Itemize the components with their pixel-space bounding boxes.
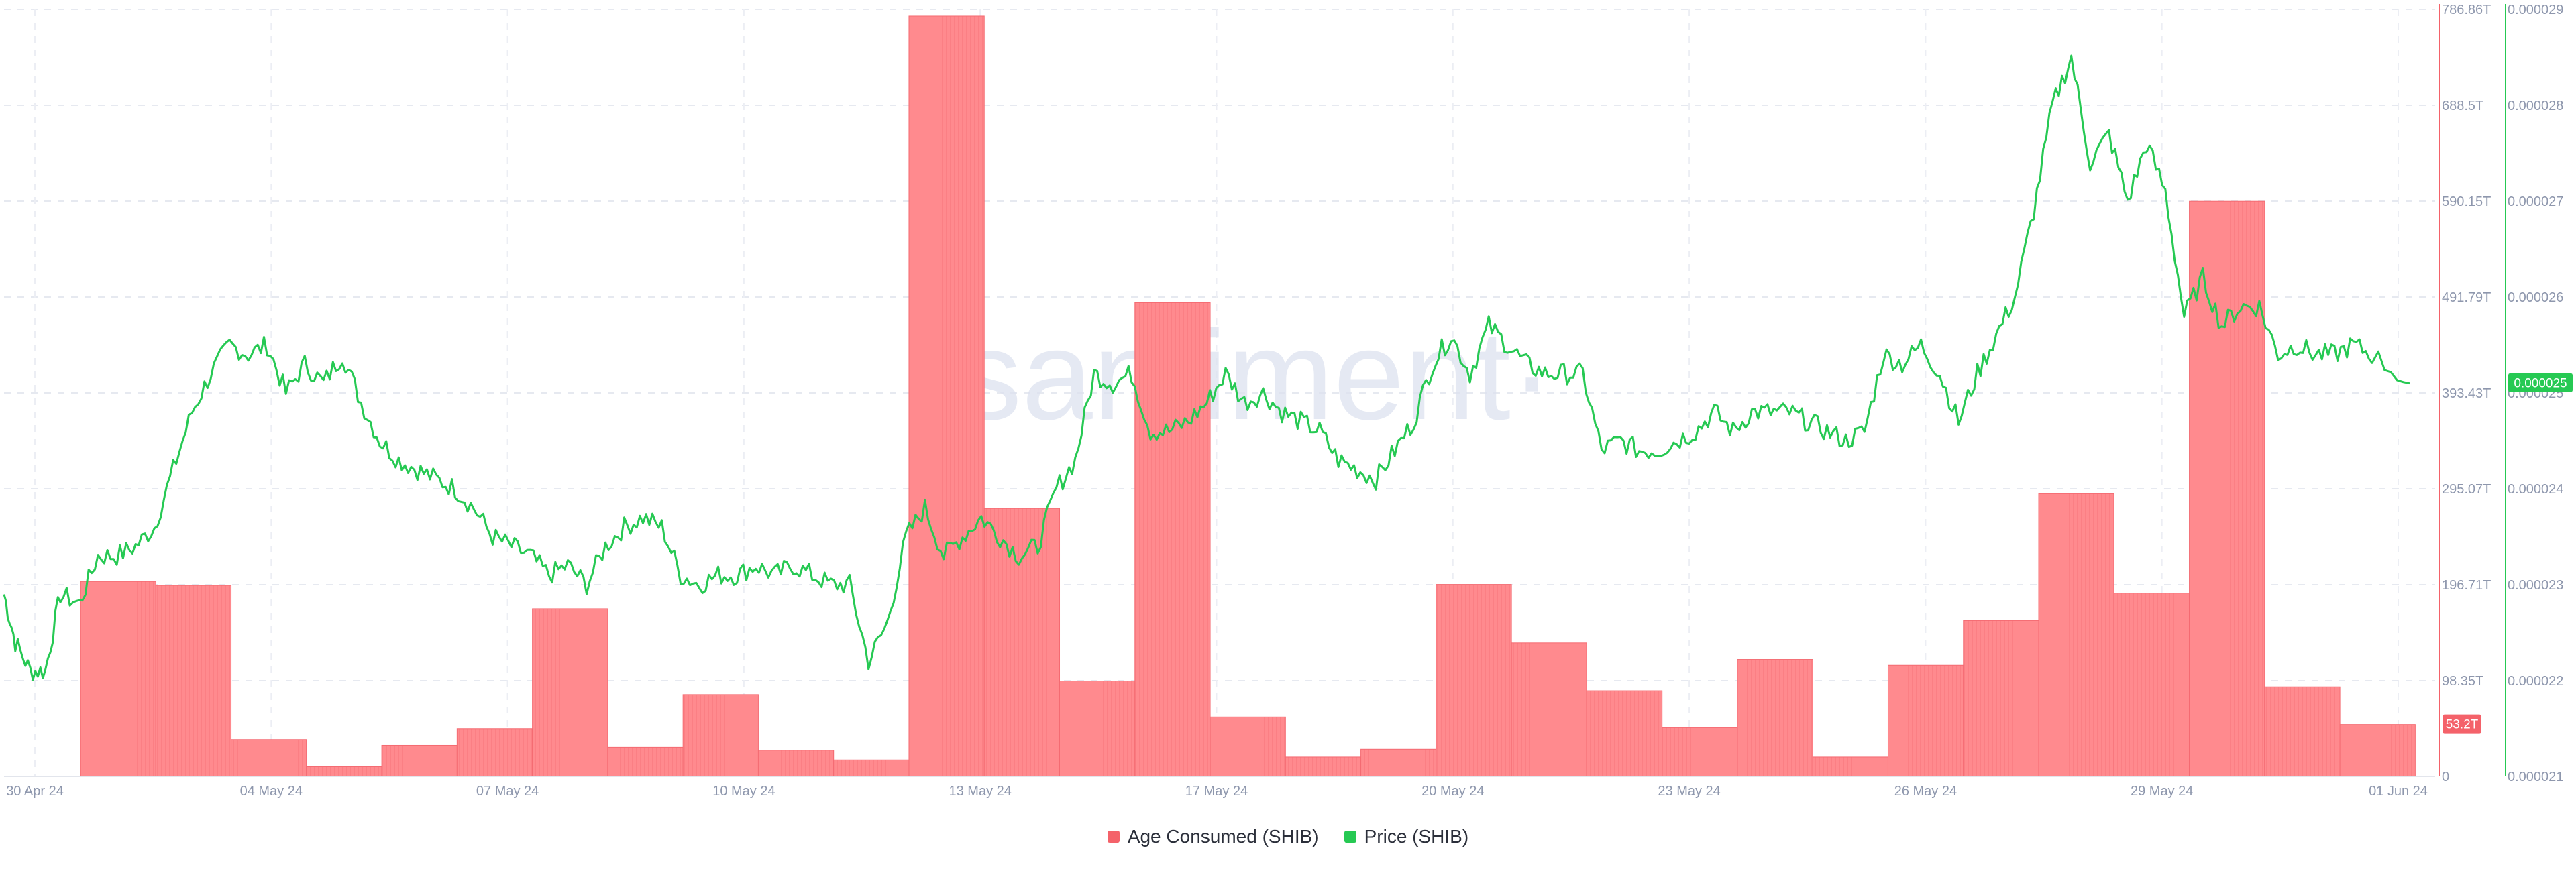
age-consumed-bar-texture xyxy=(984,508,1060,776)
age-consumed-bar-texture xyxy=(2264,687,2341,776)
right-axis-tick-label: 0.000026 xyxy=(2508,290,2563,305)
right-axis-tick-label: 0.000029 xyxy=(2508,3,2563,17)
axis-layer: 0 98.35T 196.71T 295.07T 393.43T 491.79T 590.1… xyxy=(4,3,2573,799)
age-consumed-bar-texture xyxy=(2039,493,2114,776)
price-current-value: 0.000025 xyxy=(2514,377,2567,391)
left-axis-tick-label: 393.43T xyxy=(2442,386,2491,401)
age-consumed-bar-texture xyxy=(1963,620,2039,776)
x-axis-tick-label: 13 May 24 xyxy=(949,784,1012,799)
price-current-badge xyxy=(2508,373,2573,392)
age-consumed-bar-texture xyxy=(306,766,382,776)
legend-item-price[interactable]: Price (SHIB) xyxy=(1344,826,1469,848)
x-axis-tick-label: 26 May 24 xyxy=(1894,784,1957,799)
left-axis-tick-label: 491.79T xyxy=(2442,290,2491,305)
price-line xyxy=(3,54,2410,681)
grid-layer xyxy=(4,9,2435,776)
age-consumed-current-badge xyxy=(2443,714,2481,734)
age-consumed-bar-texture xyxy=(2189,201,2265,776)
age-consumed-bar-texture xyxy=(833,760,909,776)
age-consumed-bar-texture xyxy=(156,585,231,776)
age-consumed-bar-texture xyxy=(1662,727,1737,776)
age-consumed-bar-texture xyxy=(2340,724,2416,776)
santiment-watermark: ·santiment· xyxy=(916,304,1553,447)
age-consumed-bar-texture xyxy=(2114,593,2190,776)
x-axis-tick-label: 29 May 24 xyxy=(2131,784,2193,799)
age-consumed-bar-texture xyxy=(683,694,759,776)
age-consumed-bar-texture xyxy=(382,745,458,776)
legend-item-age-consumed[interactable]: Age Consumed (SHIB) xyxy=(1107,826,1319,848)
age-consumed-bar-texture xyxy=(1511,642,1587,776)
price-swatch xyxy=(1344,831,1356,843)
age-consumed-bar-texture xyxy=(80,581,156,776)
left-axis-tick-label: 98.35T xyxy=(2442,674,2483,689)
legend-label-price: Price (SHIB) xyxy=(1364,826,1469,847)
right-axis-tick-label: 0.000022 xyxy=(2508,674,2563,689)
x-axis-tick-label: 23 May 24 xyxy=(1658,784,1720,799)
x-axis-tick-label: 30 Apr 24 xyxy=(6,784,64,799)
x-axis-tick-label: 04 May 24 xyxy=(240,784,303,799)
legend-label-age-consumed: Age Consumed (SHIB) xyxy=(1127,826,1319,847)
left-axis-tick-label: 688.5T xyxy=(2442,99,2483,113)
age-consumed-bar-texture xyxy=(1360,749,1436,776)
left-axis-tick-label: 295.07T xyxy=(2442,482,2491,497)
right-axis-tick-label: 0.000028 xyxy=(2508,99,2563,113)
right-axis-tick-label: 0.000021 xyxy=(2508,770,2563,784)
age-consumed-bar-texture xyxy=(1134,302,1211,777)
age-consumed-current-value: 53.2T xyxy=(2446,718,2479,732)
age-consumed-bar-texture xyxy=(1436,584,1512,776)
age-consumed-bar-texture xyxy=(457,728,533,776)
age-consumed-swatch xyxy=(1107,831,1120,843)
age-consumed-bar-texture xyxy=(1813,756,1888,776)
right-axis-tick-label: 0.000027 xyxy=(2508,194,2563,209)
x-axis-tick-label: 20 May 24 xyxy=(1421,784,1484,799)
age-consumed-bar-texture xyxy=(1210,717,1286,776)
x-axis-tick-label: 10 May 24 xyxy=(712,784,775,799)
age-consumed-bar-texture xyxy=(1888,665,1964,776)
age-consumed-bar-texture xyxy=(908,15,985,776)
left-axis-tick-label: 196.71T xyxy=(2442,578,2491,593)
age-consumed-bar-texture xyxy=(1059,681,1135,776)
line-series-layer xyxy=(3,54,2410,681)
bar-series-layer xyxy=(80,15,2416,777)
chart-legend: Age Consumed (SHIB) Price (SHIB) xyxy=(0,823,2576,850)
age-consumed-bar-texture xyxy=(607,747,684,776)
age-consumed-bar-texture xyxy=(1285,756,1361,776)
left-axis-tick-label: 786.86T xyxy=(2442,3,2491,17)
x-axis-tick-label: 07 May 24 xyxy=(476,784,539,799)
age-consumed-bar-texture xyxy=(532,608,608,776)
age-consumed-bar-texture xyxy=(1737,659,1813,776)
left-axis-tick-label: 0 xyxy=(2442,770,2449,784)
left-axis-tick-label: 590.15T xyxy=(2442,194,2491,209)
age-consumed-bar-texture xyxy=(231,739,307,776)
age-consumed-bar-texture xyxy=(1587,691,1662,776)
age-consumed-bar-texture xyxy=(758,750,834,776)
x-axis-tick-label: 01 Jun 24 xyxy=(2369,784,2428,799)
right-axis-tick-label: 0.000024 xyxy=(2508,482,2563,497)
x-axis-tick-label: 17 May 24 xyxy=(1185,784,1248,799)
right-axis-tick-label: 0.000023 xyxy=(2508,578,2563,593)
